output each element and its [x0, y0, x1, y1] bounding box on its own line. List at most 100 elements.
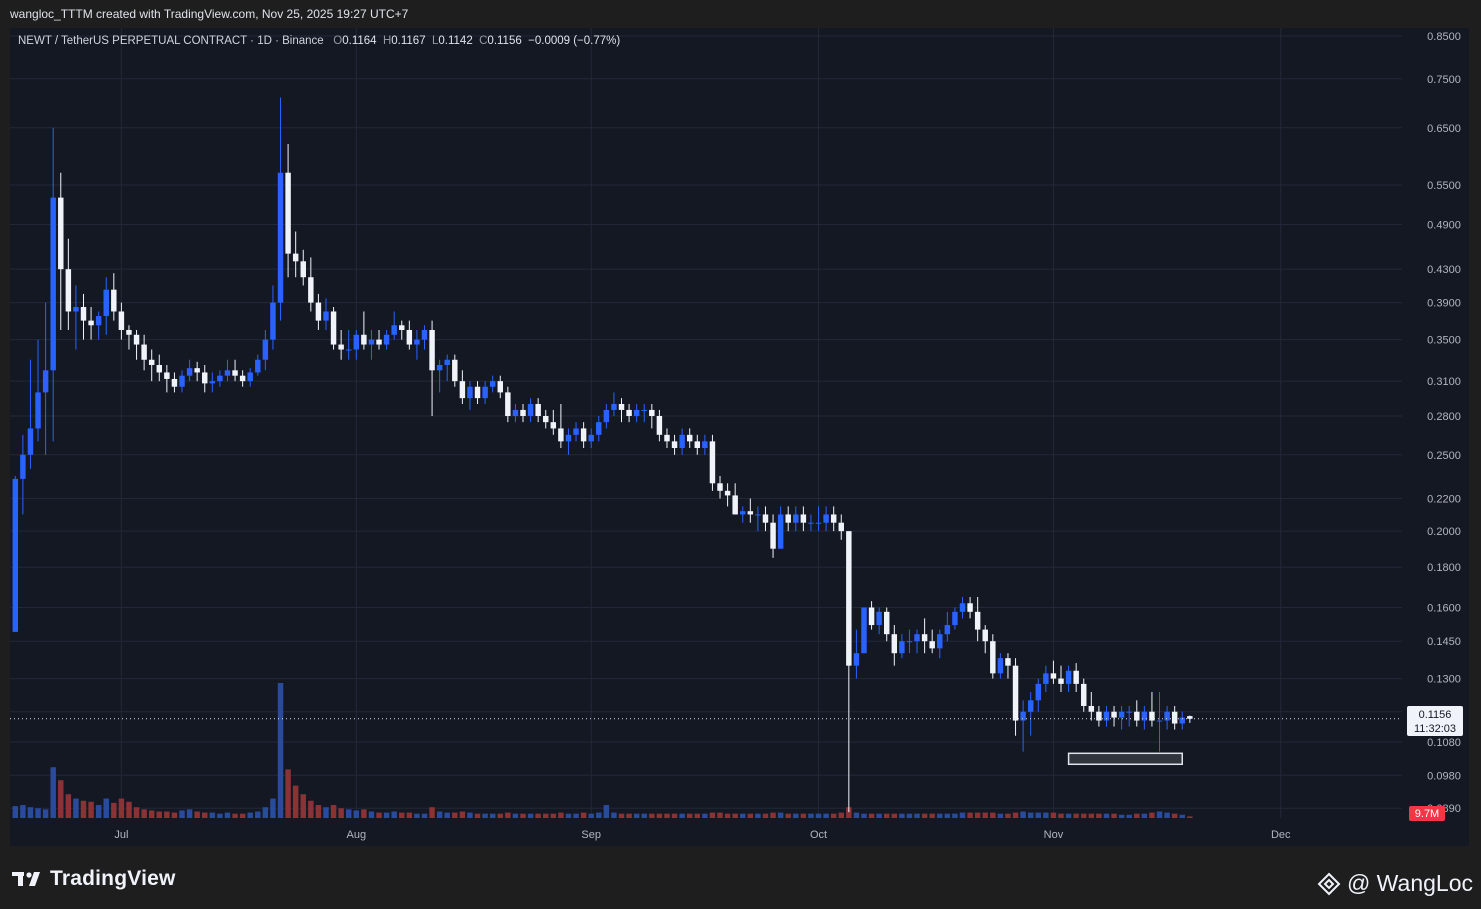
volume-bar — [126, 801, 132, 818]
volume-bar — [944, 813, 951, 818]
candle-body — [883, 611, 890, 635]
x-tick-label: Dec — [1271, 829, 1291, 841]
volume-bar — [974, 812, 981, 818]
volume-bar — [732, 813, 738, 818]
volume-bar — [1058, 813, 1064, 818]
candle-body — [217, 375, 223, 382]
volume-bar — [868, 813, 875, 818]
candle-body — [702, 441, 708, 449]
candle-body — [1118, 711, 1125, 718]
volume-bar — [270, 798, 276, 818]
candle-body — [891, 634, 898, 654]
candle-body — [20, 454, 26, 479]
volume-bar — [12, 806, 19, 818]
tradingview-brand[interactable]: TradingView — [12, 867, 176, 891]
candle-body — [1171, 711, 1178, 724]
volume-bar — [1073, 813, 1079, 818]
volume-bar — [785, 813, 791, 818]
candle-body — [338, 344, 344, 350]
candle-body — [618, 403, 625, 410]
candle-body — [421, 329, 428, 340]
candle-body — [315, 302, 322, 321]
volume-bar — [429, 807, 435, 818]
candle-body — [209, 381, 216, 384]
volume-bar — [148, 810, 155, 818]
volume-bar — [1081, 813, 1087, 818]
volume-bar — [376, 812, 382, 818]
y-tick-label: 0.2000 — [1427, 526, 1461, 538]
volume-bar — [1134, 813, 1140, 818]
y-tick-label: 0.2500 — [1427, 450, 1461, 462]
volume-bar — [353, 810, 360, 818]
price-chart[interactable]: 0.8500 0.7500 0.6500 0.5500 0.4900 0.4300 0.39… — [10, 28, 1469, 846]
y-tick-label: 0.4900 — [1427, 219, 1461, 231]
candle-body — [58, 197, 64, 270]
y-tick-label: 0.2800 — [1427, 411, 1461, 423]
candle-body — [611, 403, 617, 410]
candle-body — [1065, 670, 1072, 684]
volume-bar — [368, 811, 375, 818]
candle-body — [762, 514, 769, 523]
price-axis[interactable]: 0.8500 0.7500 0.6500 0.5500 0.4900 0.4300 0.39… — [1427, 31, 1461, 815]
time-axis[interactable]: Jul Aug Sep Oct Nov Dec — [114, 829, 1291, 841]
candle-body — [770, 522, 776, 549]
volume-bar — [202, 812, 208, 818]
candle-body — [664, 434, 670, 442]
volume-bar — [1065, 813, 1072, 818]
volume-bar — [815, 813, 822, 818]
candle-body — [1141, 711, 1148, 721]
volume-bar — [664, 813, 670, 818]
candle-body — [262, 339, 269, 360]
candlesticks[interactable] — [12, 97, 1193, 813]
candle-body — [239, 375, 246, 382]
candle-body — [1156, 720, 1163, 722]
candle-body — [982, 629, 988, 642]
candle-body — [846, 531, 852, 666]
candle-body — [626, 409, 632, 416]
volume-bar — [717, 812, 723, 818]
volume-bar — [891, 813, 898, 818]
y-tick-label: 0.1080 — [1427, 737, 1461, 749]
volume-bar — [861, 813, 867, 818]
candle-body — [990, 641, 996, 674]
volume-bar — [179, 810, 185, 818]
candle-body — [27, 428, 34, 455]
y-tick-label: 0.4300 — [1427, 264, 1461, 276]
x-tick-label: Jul — [114, 829, 128, 841]
volume-bar — [906, 813, 913, 818]
candle-body — [247, 372, 253, 382]
close-value: 0.1156 — [487, 35, 522, 47]
candle-body — [255, 359, 261, 373]
volume-bar — [937, 813, 943, 818]
symbol-title: NEWT / TetherUS PERPETUAL CONTRACT · 1D … — [18, 35, 324, 47]
volume-bar — [88, 801, 94, 818]
candle-body — [785, 514, 791, 523]
volume-bar — [156, 811, 163, 818]
volume-bar — [292, 785, 299, 818]
volume-bar — [550, 813, 557, 818]
volume-bar — [133, 807, 140, 818]
candle-body — [800, 514, 807, 523]
candle-body — [1111, 711, 1117, 718]
volume-bar — [558, 812, 564, 818]
volume-bar — [588, 813, 594, 818]
candle-body — [467, 386, 473, 399]
low-value: 0.1142 — [438, 35, 473, 47]
candle-body — [868, 607, 875, 626]
candle-body — [141, 344, 147, 360]
volume-bar — [194, 811, 200, 818]
chart-frame[interactable]: 0.8500 0.7500 0.6500 0.5500 0.4900 0.4300 0.39… — [10, 28, 1469, 846]
candle-body — [126, 329, 132, 335]
candle-body — [724, 490, 731, 496]
candle-body — [838, 522, 844, 532]
candle-body — [171, 378, 178, 387]
candle-body — [815, 522, 822, 524]
volume-bar — [535, 813, 541, 818]
candle-body — [224, 370, 231, 376]
volume-bar — [217, 813, 223, 818]
price-badge-bg — [1407, 706, 1463, 736]
volume-bar — [1149, 812, 1155, 818]
volume-bar — [345, 809, 352, 818]
candle-body — [285, 172, 291, 254]
candle-body — [830, 514, 837, 523]
